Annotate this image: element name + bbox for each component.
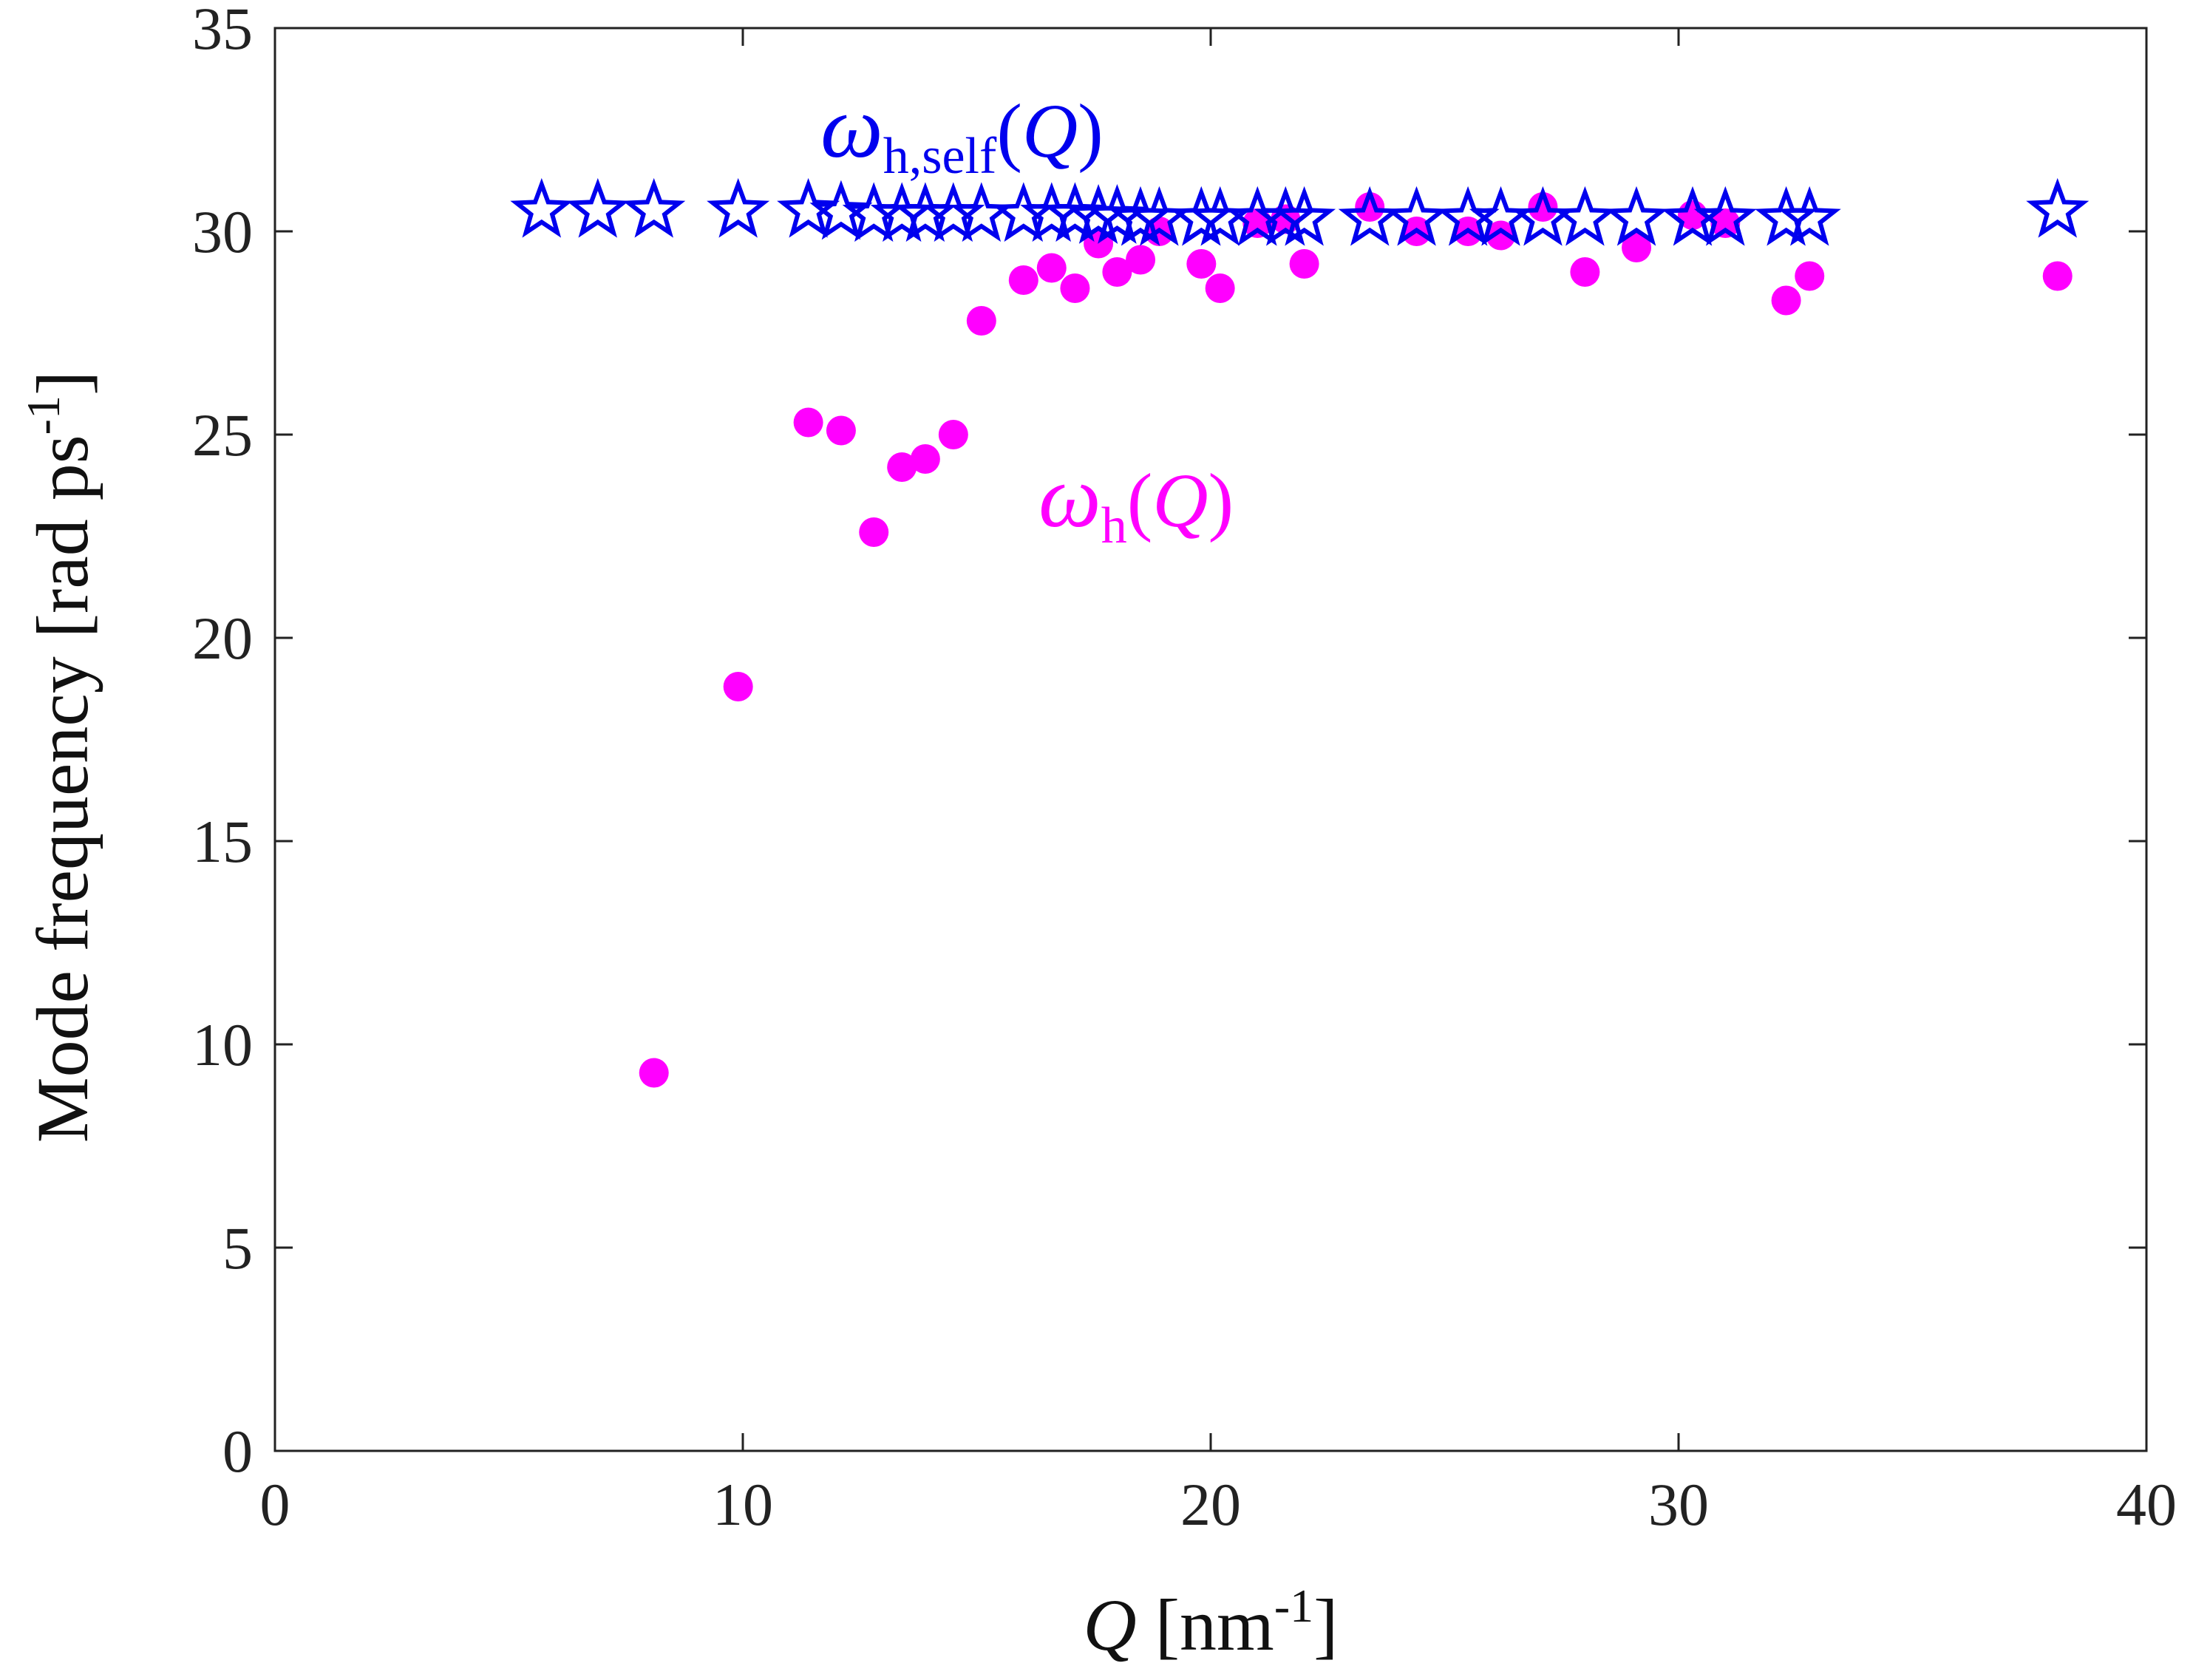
omega-h-point (639, 1058, 669, 1088)
omega-h-self-point (1778, 186, 1841, 246)
omega-h-self-point (510, 177, 574, 238)
plot-area-frame (273, 27, 2148, 1452)
omega-h-self-point (1385, 186, 1449, 246)
omega-h-point (1186, 249, 1217, 279)
omega-h-point (1528, 192, 1558, 222)
omega-h-point (1036, 253, 1067, 283)
annotation-omega-h-self: ωh,self(Q) (820, 78, 1104, 185)
omega-h-self-point (1169, 186, 1233, 246)
omega-h-point (859, 517, 889, 547)
y-tick-label: 10 (192, 1011, 253, 1078)
omega-h-point (966, 306, 996, 336)
omega-h-point (826, 415, 856, 446)
omega-h-self-point (1693, 186, 1757, 246)
omega-h-point (1008, 265, 1038, 295)
x-tick-label: 20 (1180, 1471, 1241, 1538)
y-tick-label: 15 (192, 808, 253, 875)
omega-h-point (910, 444, 940, 474)
omega-h-point (793, 407, 823, 438)
omega-h-point (887, 452, 917, 482)
y-axis-title: Mode frequency [rad ps-1] (17, 371, 103, 1143)
omega-h-self-point (1553, 186, 1616, 246)
y-tick-label: 20 (192, 605, 253, 672)
y-tick-label: 0 (222, 1418, 253, 1485)
omega-h-self-point (707, 177, 770, 238)
axis-tick-labels: 0 10 20 30 40 0 5 10 15 20 25 30 35 (192, 0, 2177, 1538)
omega-h-point (1771, 285, 1801, 316)
y-tick-label: 30 (192, 198, 253, 265)
x-tick-label: 40 (2116, 1471, 2177, 1538)
omega-h-point (938, 420, 968, 449)
annotation-omega-h: ωh(Q) (1038, 447, 1234, 554)
omega-h-self-point (1109, 186, 1172, 246)
omega-h-point (1289, 249, 1319, 279)
omega-h-point (1710, 208, 1741, 238)
omega-h-point (1486, 220, 1516, 251)
x-tick-label: 0 (260, 1471, 290, 1538)
x-tick-label: 30 (1648, 1471, 1709, 1538)
y-tick-label: 35 (192, 0, 253, 62)
omega-h-point (1355, 192, 1385, 222)
omega-h-self-point (2026, 177, 2090, 238)
omega-h-self-point (1273, 186, 1336, 246)
omega-h-self-point (622, 177, 686, 238)
omega-h-self-point (1254, 186, 1317, 246)
omega-h-point (1060, 273, 1090, 303)
omega-h-point (1102, 257, 1132, 287)
y-tick-label: 25 (192, 401, 253, 469)
omega-h-self-point (1067, 184, 1130, 244)
omega-h-point (1126, 245, 1156, 275)
omega-h-point (1622, 233, 1652, 262)
omega-h-point (723, 672, 753, 701)
omega-h-point (1570, 257, 1600, 287)
x-tick-label: 10 (713, 1471, 773, 1538)
x-axis-title: Q [nm-1] (1084, 1579, 1339, 1666)
omega-h-point (1205, 273, 1235, 303)
omega-h-point (2042, 261, 2073, 291)
series-omega-h (639, 192, 2073, 1088)
omega-h-point (1795, 261, 1825, 291)
omega-h-self-point (1605, 186, 1668, 246)
omega-h-self-point (566, 177, 630, 238)
y-tick-label: 5 (222, 1214, 253, 1282)
series-omega-h-self (510, 177, 2090, 246)
